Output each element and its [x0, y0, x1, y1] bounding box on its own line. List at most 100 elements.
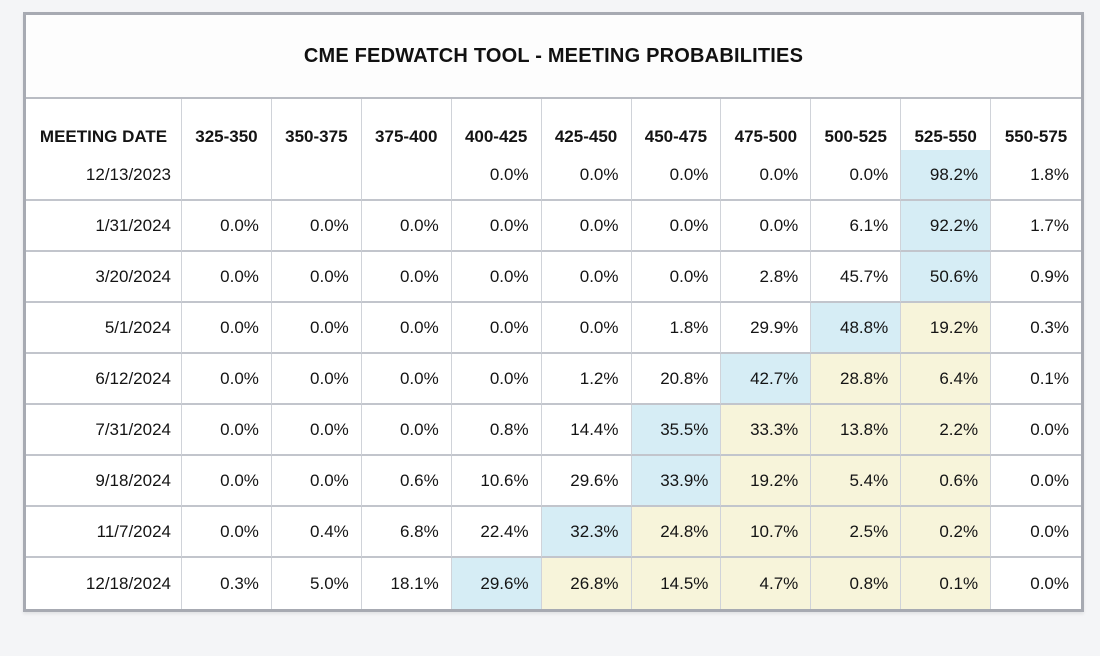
probability-cell: 0.0%: [631, 252, 722, 303]
probability-cell: 19.2%: [721, 456, 812, 507]
meeting-date-cell: 6/12/2024: [26, 354, 182, 405]
probability-cell: [271, 150, 362, 201]
probability-cell: 0.0%: [451, 252, 542, 303]
table-grid: MEETING DATE 325-350 350-375 375-400 400-425…: [26, 99, 1081, 609]
probability-cell: 0.9%: [991, 252, 1081, 303]
meeting-date-cell: 7/31/2024: [26, 405, 182, 456]
probability-cell: 0.6%: [901, 456, 992, 507]
probability-cell: 2.8%: [721, 252, 812, 303]
probability-cell: 6.1%: [811, 201, 902, 252]
probability-cell: 0.0%: [811, 150, 902, 201]
meeting-date-cell: 5/1/2024: [26, 303, 182, 354]
probability-cell: 0.8%: [811, 558, 902, 609]
probability-cell: 0.0%: [361, 303, 452, 354]
probability-cell: 28.8%: [811, 354, 902, 405]
probability-cell: 0.0%: [721, 201, 812, 252]
probability-cell: 0.0%: [271, 201, 362, 252]
probability-cell: 19.2%: [901, 303, 992, 354]
probability-cell: 22.4%: [451, 507, 542, 558]
meeting-date-cell: 9/18/2024: [26, 456, 182, 507]
probability-cell: 33.3%: [721, 405, 812, 456]
probability-cell: 0.0%: [361, 405, 452, 456]
probability-cell: 2.2%: [901, 405, 992, 456]
probability-cell: 5.4%: [811, 456, 902, 507]
probability-cell: 48.8%: [811, 303, 902, 354]
probability-cell: 1.8%: [631, 303, 722, 354]
probability-cell: 0.0%: [182, 354, 272, 405]
probability-cell: 0.0%: [451, 150, 542, 201]
probability-cell: [361, 150, 452, 201]
probability-cell: 32.3%: [541, 507, 632, 558]
probability-cell: 29.9%: [721, 303, 812, 354]
probability-cell: 0.2%: [901, 507, 992, 558]
probability-cell: 0.0%: [541, 150, 632, 201]
probability-cell: 1.2%: [541, 354, 632, 405]
probability-cell: 13.8%: [811, 405, 902, 456]
probability-cell: 0.0%: [182, 507, 272, 558]
probability-cell: 0.0%: [361, 201, 452, 252]
probability-cell: 0.0%: [451, 354, 542, 405]
probability-cell: 0.0%: [271, 456, 362, 507]
probability-cell: 0.0%: [541, 252, 632, 303]
probability-cell: 0.1%: [901, 558, 992, 609]
probability-cell: 0.0%: [991, 558, 1081, 609]
probability-cell: 0.0%: [271, 405, 362, 456]
probability-cell: 14.5%: [631, 558, 722, 609]
probability-cell: 0.4%: [271, 507, 362, 558]
probability-cell: 18.1%: [361, 558, 452, 609]
probability-cell: 0.0%: [451, 303, 542, 354]
probability-cell: 2.5%: [811, 507, 902, 558]
meeting-date-cell: 12/18/2024: [26, 558, 182, 609]
probability-cell: 10.7%: [721, 507, 812, 558]
probability-cell: 0.0%: [271, 252, 362, 303]
probability-cell: 0.0%: [361, 252, 452, 303]
probability-cell: 10.6%: [451, 456, 542, 507]
probability-cell: 0.0%: [361, 354, 452, 405]
probability-cell: 0.0%: [182, 405, 272, 456]
probability-cell: 29.6%: [541, 456, 632, 507]
meeting-date-cell: 1/31/2024: [26, 201, 182, 252]
probability-cell: 14.4%: [541, 405, 632, 456]
probability-cell: 0.8%: [451, 405, 542, 456]
probability-cell: 0.0%: [182, 252, 272, 303]
probability-cell: 24.8%: [631, 507, 722, 558]
probability-cell: 0.0%: [541, 303, 632, 354]
meeting-date-cell: 11/7/2024: [26, 507, 182, 558]
probability-cell: 0.0%: [721, 150, 812, 201]
probability-cell: 1.7%: [991, 201, 1081, 252]
probability-cell: 0.3%: [991, 303, 1081, 354]
probability-cell: 0.0%: [541, 201, 632, 252]
probability-cell: 0.0%: [631, 201, 722, 252]
probability-cell: 0.1%: [991, 354, 1081, 405]
probability-cell: 0.6%: [361, 456, 452, 507]
fedwatch-table: CME FEDWATCH TOOL - MEETING PROBABILITIE…: [23, 12, 1084, 612]
probability-cell: 42.7%: [721, 354, 812, 405]
probability-cell: 0.0%: [991, 405, 1081, 456]
probability-cell: 92.2%: [901, 201, 992, 252]
probability-cell: 26.8%: [541, 558, 632, 609]
probability-cell: 35.5%: [631, 405, 722, 456]
probability-cell: 0.3%: [182, 558, 272, 609]
probability-cell: 4.7%: [721, 558, 812, 609]
probability-cell: 0.0%: [451, 201, 542, 252]
probability-cell: 98.2%: [901, 150, 992, 201]
probability-cell: 5.0%: [271, 558, 362, 609]
probability-cell: 20.8%: [631, 354, 722, 405]
probability-cell: 33.9%: [631, 456, 722, 507]
probability-cell: 0.0%: [182, 456, 272, 507]
probability-cell: 0.0%: [631, 150, 722, 201]
probability-cell: 0.0%: [271, 303, 362, 354]
probability-cell: 0.0%: [991, 507, 1081, 558]
table-title: CME FEDWATCH TOOL - MEETING PROBABILITIE…: [26, 15, 1081, 99]
probability-cell: 0.0%: [271, 354, 362, 405]
meeting-date-cell: 12/13/2023: [26, 150, 182, 201]
probability-cell: 0.0%: [182, 303, 272, 354]
probability-cell: 0.0%: [991, 456, 1081, 507]
probability-cell: 45.7%: [811, 252, 902, 303]
probability-cell: 6.8%: [361, 507, 452, 558]
probability-cell: [182, 150, 272, 201]
probability-cell: 29.6%: [451, 558, 542, 609]
probability-cell: 6.4%: [901, 354, 992, 405]
meeting-date-cell: 3/20/2024: [26, 252, 182, 303]
probability-cell: 0.0%: [182, 201, 272, 252]
